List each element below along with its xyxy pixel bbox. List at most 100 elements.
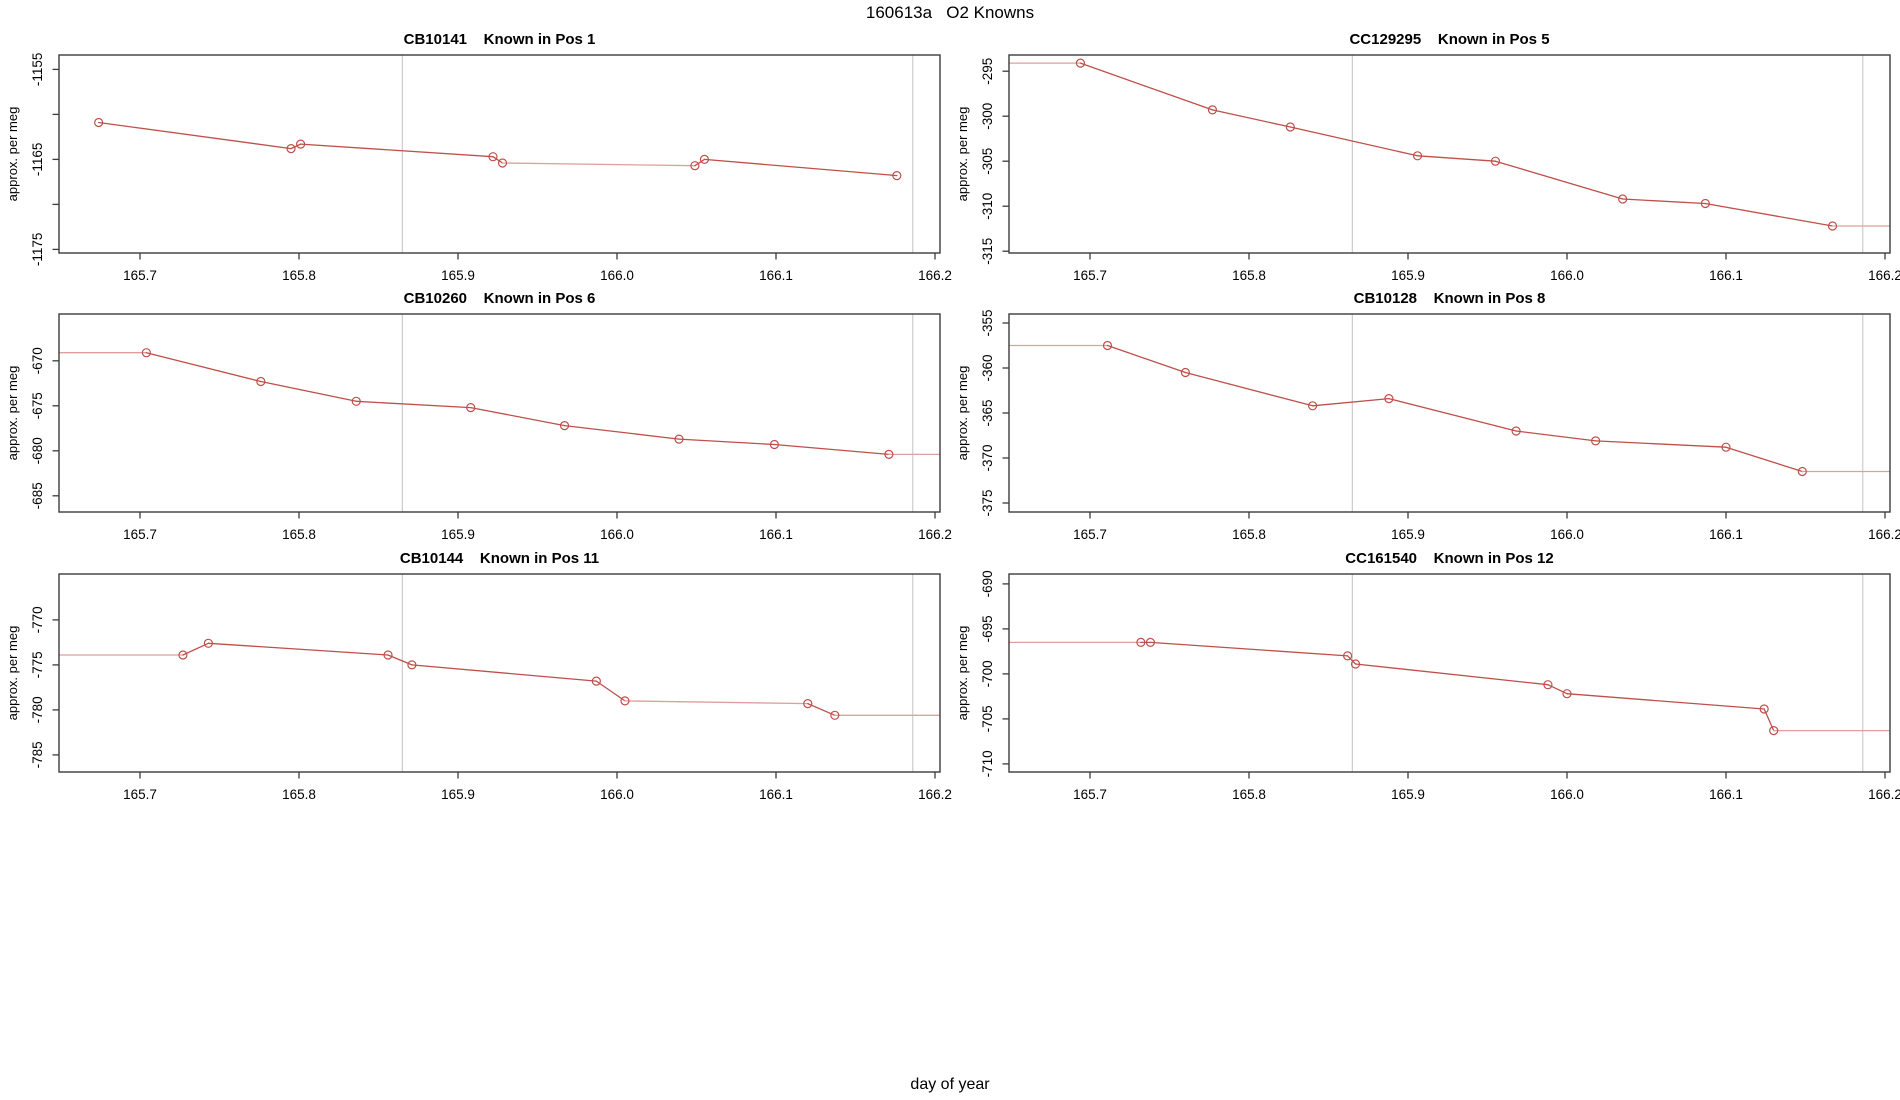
plot-frame <box>58 313 941 513</box>
x-axis: 165.7 165.8 165.9 166.0 166.1 166.2 <box>1073 253 1900 283</box>
data-series-line <box>1008 62 1891 227</box>
data-series-line <box>58 642 941 716</box>
y-tick-label: -695 <box>980 615 995 642</box>
gridlines <box>1351 574 1864 772</box>
y-tick-label: -710 <box>980 750 995 777</box>
y-tick-label: -680 <box>30 437 45 464</box>
gridlines <box>1351 314 1864 512</box>
y-tick-label: -370 <box>980 444 995 471</box>
data-series-line <box>58 352 941 456</box>
x-tick-label: 165.9 <box>1391 527 1425 542</box>
plot-title-cc129295: CC129295 Known in Pos 5 <box>1349 31 1550 48</box>
x-tick-label: 165.8 <box>1232 787 1266 802</box>
y-tick-label: -315 <box>980 238 995 265</box>
x-axis: 165.7 165.8 165.9 166.0 166.1 166.2 <box>123 772 952 802</box>
plot-title-cc161540: CC161540 Known in Pos 12 <box>1345 550 1554 567</box>
x-tick-label: 166.0 <box>1550 787 1584 802</box>
x-tick-label: 166.1 <box>759 787 793 802</box>
x-tick-label: 165.8 <box>282 268 316 283</box>
plot-frame <box>1008 573 1891 773</box>
x-tick-label: 166.2 <box>1868 527 1900 542</box>
data-series-line <box>1008 344 1891 473</box>
x-tick-label: 165.9 <box>1391 787 1425 802</box>
y-axis: -770 -775 -780 -785 <box>30 606 59 768</box>
data-point-markers <box>178 638 840 720</box>
x-tick-label: 166.0 <box>600 527 634 542</box>
x-axis: 165.7 165.8 165.9 166.0 166.1 166.2 <box>1073 512 1900 542</box>
y-tick-label: -1165 <box>30 143 45 177</box>
y-tick-label: -770 <box>30 606 45 633</box>
plot-frame <box>1008 313 1891 513</box>
y-tick-label: -300 <box>980 103 995 130</box>
x-tick-label: 165.8 <box>1232 268 1266 283</box>
data-point-markers <box>1102 340 1807 477</box>
data-point-markers <box>94 117 902 181</box>
x-tick-label: 166.2 <box>918 787 952 802</box>
data-point-markers <box>1075 58 1838 231</box>
gridlines <box>1351 55 1864 253</box>
data-point-markers <box>141 348 894 459</box>
y-axis-title: approx. per meg <box>5 366 20 461</box>
y-tick-label: -705 <box>980 705 995 732</box>
x-tick-label: 165.7 <box>123 787 157 802</box>
plot-cb10128: 165.7 165.8 165.9 166.0 166.1 166.2-355-360-3… <box>955 309 1900 542</box>
plot-title-cb10141: CB10141 Known in Pos 1 <box>403 31 596 48</box>
plot-title-cb10144: CB10144 Known in Pos 11 <box>399 550 600 567</box>
y-tick-label: -310 <box>980 193 995 220</box>
y-axis-title: approx. per meg <box>5 626 20 721</box>
y-tick-label: -685 <box>30 482 45 509</box>
plot-cc161540: 165.7 165.8 165.9 166.0 166.1 166.2 -690 -695 -7… <box>955 570 1900 802</box>
x-axis: 165.7 165.8 165.9 166.0 166.1 166.2 <box>1073 772 1900 802</box>
x-tick-label: 166.0 <box>600 787 634 802</box>
y-axis: -690 -695 -700 -705 -710 <box>980 570 1009 777</box>
y-axis: -355 -360 -365 -370 -375 <box>980 309 1009 517</box>
x-axis: 165.7 165.8 165.9 166.0 166.1 166.2 <box>123 512 952 542</box>
y-tick-label: -1155 <box>30 53 45 87</box>
y-axis-title: approx. per meg <box>955 107 970 202</box>
plot-cb10260: 165.7 165.8 165.9 166.0 166.1 166.2-670-675-6… <box>5 313 952 542</box>
x-axis-title: day of year <box>910 1076 990 1093</box>
y-tick-label: -780 <box>30 696 45 723</box>
y-tick-label: -355 <box>980 309 995 336</box>
y-axis: -295 -300 -305 -310 -315 <box>980 58 1009 265</box>
x-tick-label: 165.9 <box>441 527 475 542</box>
y-tick-label: -775 <box>30 651 45 678</box>
y-axis-title: approx. per meg <box>5 107 20 202</box>
x-tick-label: 165.7 <box>1073 527 1107 542</box>
x-tick-label: 165.9 <box>1391 268 1425 283</box>
x-tick-label: 166.1 <box>1709 787 1743 802</box>
y-tick-label: -305 <box>980 148 995 175</box>
y-tick-label: -670 <box>30 347 45 374</box>
plot-cb10144: 165.7 165.8 165.9 166.0 166.1 166.2-770-775-7… <box>5 573 952 802</box>
y-axis-title: approx. per meg <box>955 366 970 461</box>
x-tick-label: 166.1 <box>759 527 793 542</box>
y-tick-label: -700 <box>980 660 995 687</box>
x-tick-label: 165.9 <box>441 787 475 802</box>
figure-title: 160613a O2 Knowns <box>865 3 1035 22</box>
plot-cc129295: 165.7 165.8 165.9 166.0 166.1 166.2 -295 -300 -3… <box>955 54 1900 283</box>
plot-frame <box>58 573 941 773</box>
x-tick-label: 165.7 <box>1073 787 1107 802</box>
plot-title-cb10128: CB10128 Known in Pos 8 <box>1353 290 1546 307</box>
y-tick-label: -690 <box>980 570 995 597</box>
x-tick-label: 166.0 <box>1550 527 1584 542</box>
gridlines <box>401 55 914 253</box>
x-tick-label: 166.2 <box>918 527 952 542</box>
x-tick-label: 165.7 <box>123 268 157 283</box>
x-tick-label: 165.7 <box>1073 268 1107 283</box>
x-tick-label: 166.2 <box>918 268 952 283</box>
y-axis-title: approx. per meg <box>955 626 970 721</box>
x-tick-label: 165.9 <box>441 268 475 283</box>
gridlines <box>401 574 914 772</box>
x-tick-label: 166.2 <box>1868 268 1900 283</box>
x-tick-label: 166.2 <box>1868 787 1900 802</box>
x-tick-label: 165.8 <box>1232 527 1266 542</box>
plot-cb10141: 165.7 165.8 165.9 166.0 166.1 166.2 -1155 -1165… <box>5 53 952 283</box>
y-axis: -1155 -1165 -1175 <box>30 53 59 266</box>
y-tick-label: -785 <box>30 741 45 768</box>
data-series-line <box>98 121 898 177</box>
plot-frame <box>58 54 941 254</box>
x-tick-label: 166.0 <box>1550 268 1584 283</box>
x-tick-label: 165.8 <box>282 527 316 542</box>
y-tick-label: -360 <box>980 354 995 381</box>
